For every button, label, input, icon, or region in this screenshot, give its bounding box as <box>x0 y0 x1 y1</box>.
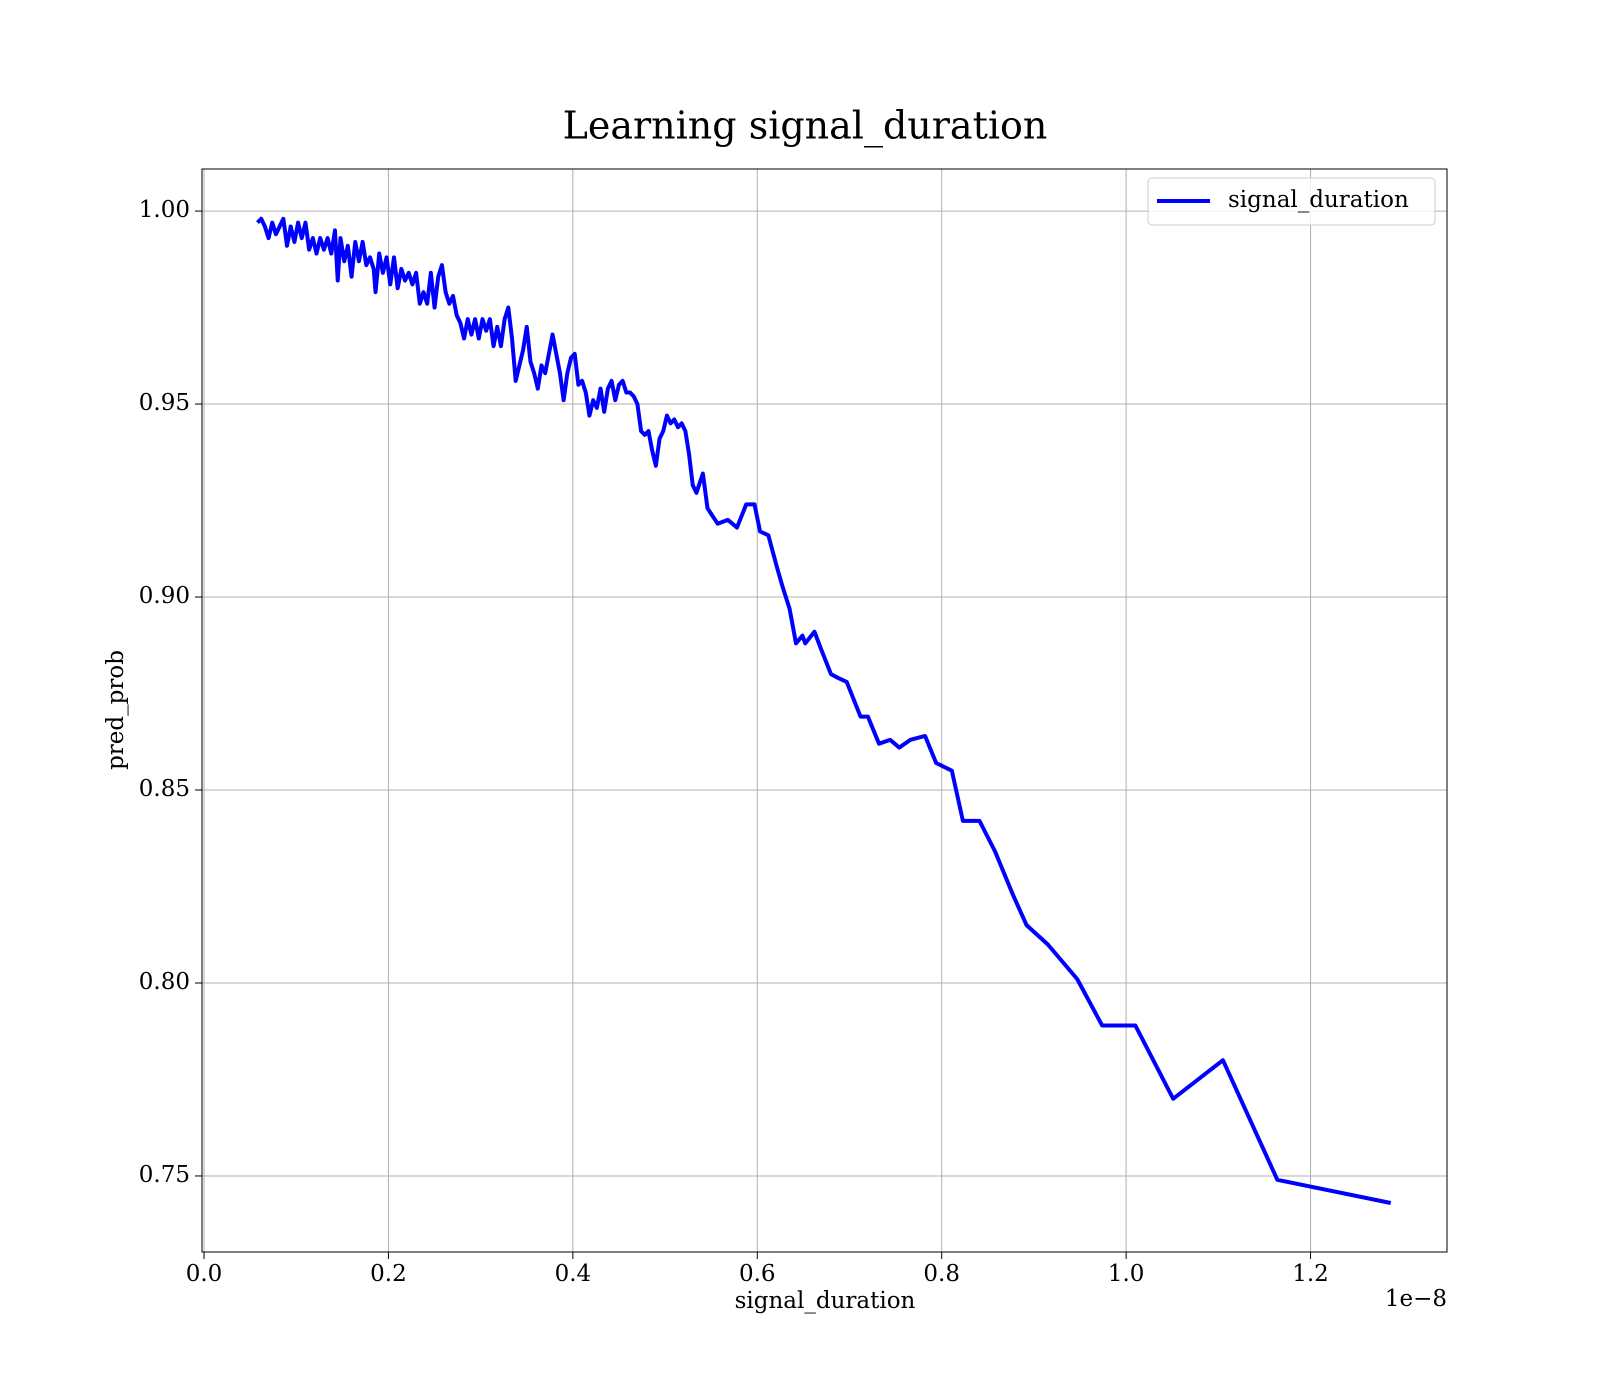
y-tick-label: 0.95 <box>139 390 190 416</box>
legend-label: signal_duration <box>1228 187 1409 213</box>
y-tick-label: 1.00 <box>139 197 190 223</box>
y-tick-label: 0.85 <box>139 776 190 802</box>
y-axis-label: pred_prob <box>103 650 129 770</box>
plot-frame <box>201 168 1448 1253</box>
x-tick-label: 0.8 <box>923 1261 960 1287</box>
data-line <box>256 216 1392 1205</box>
x-axis-label: signal_duration <box>735 1288 916 1314</box>
y-tick-label: 0.75 <box>139 1162 190 1188</box>
x-offset-label: 1e−8 <box>1385 1286 1447 1312</box>
y-tick-label: 0.80 <box>139 969 190 995</box>
x-tick-label: 0.4 <box>555 1261 592 1287</box>
x-tick-label: 0.0 <box>186 1261 223 1287</box>
x-tick-label: 1.2 <box>1292 1261 1329 1287</box>
x-tick-label: 1.0 <box>1108 1261 1145 1287</box>
x-tick-label: 0.6 <box>739 1261 776 1287</box>
y-tick-label: 0.90 <box>139 583 190 609</box>
x-tick-label: 0.2 <box>370 1261 407 1287</box>
chart-title: Learning signal_duration <box>563 104 1048 149</box>
legend-box <box>1147 177 1436 226</box>
